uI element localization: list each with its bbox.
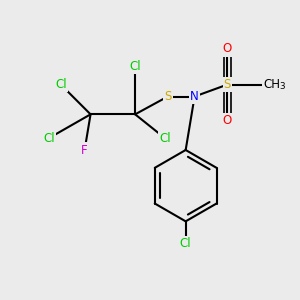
Text: F: F [81,143,88,157]
Text: Cl: Cl [129,60,141,73]
Text: O: O [223,42,232,56]
Text: S: S [224,78,231,91]
Text: S: S [164,90,172,103]
Text: Cl: Cl [180,237,191,250]
Text: N: N [190,90,199,103]
Text: Cl: Cl [43,132,55,145]
Text: Cl: Cl [55,78,67,91]
Text: CH: CH [263,78,280,91]
Text: O: O [223,114,232,127]
Text: Cl: Cl [159,132,171,145]
Text: 3: 3 [279,82,285,91]
